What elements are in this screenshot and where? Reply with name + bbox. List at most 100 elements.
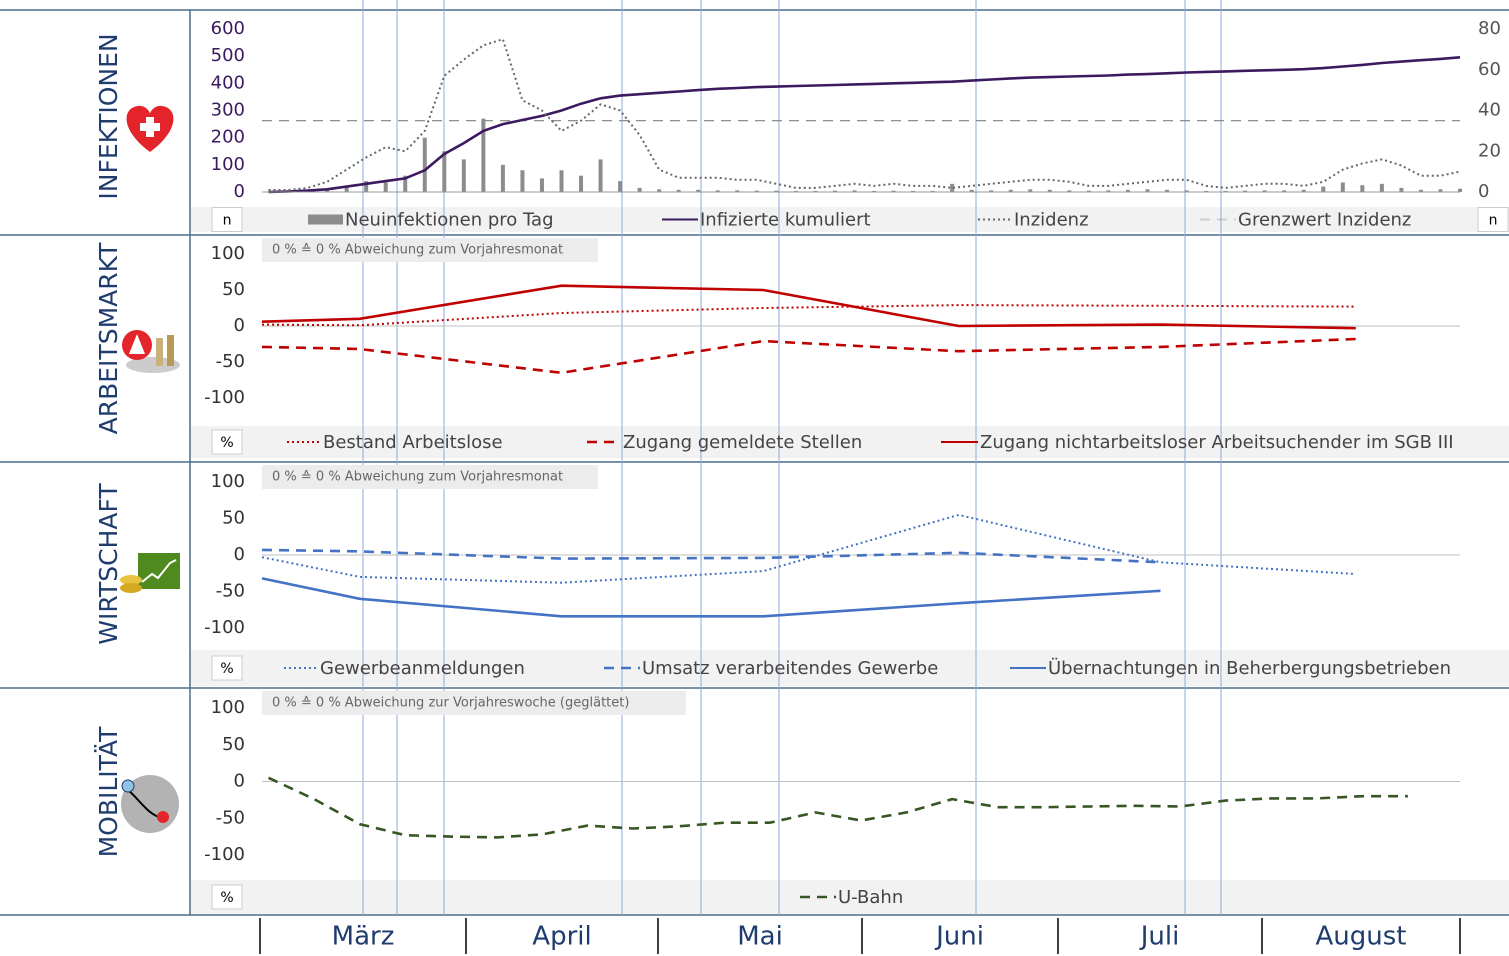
y-tick-label: -100 (204, 617, 245, 638)
legend-label: Neuinfektionen pro Tag (345, 210, 554, 231)
legend-label: Umsatz verarbeitendes Gewerbe (642, 658, 938, 679)
bar (1165, 189, 1170, 192)
bar (579, 175, 584, 192)
bar (325, 189, 330, 192)
y-tick-label: 50 (222, 734, 245, 755)
series-line (261, 577, 1161, 618)
bar (1360, 185, 1365, 192)
bar (1458, 188, 1462, 192)
legend-label: Inzidenz (1014, 210, 1089, 231)
note-box (262, 691, 686, 715)
unit-box (211, 655, 243, 681)
series-line (261, 304, 1356, 327)
legend-band (190, 650, 1509, 686)
unit-box (1477, 207, 1509, 232)
y-tick-label: 50 (222, 508, 245, 529)
bar (832, 190, 837, 192)
bar (696, 189, 701, 192)
unit-label: n (1489, 213, 1498, 229)
bar (344, 186, 349, 192)
bar (1125, 189, 1130, 192)
unit-label: % (220, 661, 233, 677)
bar (1106, 190, 1111, 192)
y-tick-label: -100 (204, 387, 245, 408)
y2-tick-label: 40 (1478, 100, 1501, 121)
y-tick-label: -50 (216, 807, 245, 828)
y-tick-label: 500 (211, 45, 245, 66)
bar (1145, 189, 1150, 192)
y-tick-label: 100 (211, 471, 245, 492)
series-line (261, 284, 1356, 330)
y-tick-label: -50 (216, 351, 245, 372)
bar (598, 159, 603, 192)
bar (813, 190, 818, 192)
y2-tick-label: 0 (1478, 181, 1489, 202)
legend-label: U-Bahn (838, 887, 903, 908)
legend-band (190, 426, 1509, 458)
bar (1067, 190, 1072, 192)
legend-band (190, 207, 1509, 232)
note: 0 % ≙ 0 % Abweichung zum Vorjahresmonat (272, 470, 563, 485)
month-label: Mai (737, 922, 783, 952)
bar (1047, 189, 1052, 192)
y-tick-label: 300 (211, 100, 245, 121)
unit-box (211, 884, 243, 910)
series-line (268, 37, 1461, 191)
bar (1262, 190, 1267, 192)
legend-label: Zugang nichtarbeitsloser Arbeitsuchender… (980, 432, 1454, 453)
legend-swatch (308, 214, 343, 225)
y2-tick-label: 60 (1478, 59, 1501, 80)
bar (559, 170, 564, 192)
panel-label: WIRTSCHAFT (94, 483, 123, 645)
bar (637, 187, 642, 192)
y-tick-label: 600 (211, 18, 245, 39)
y-tick-label: 0 (234, 544, 245, 565)
bar (1282, 190, 1287, 192)
bar (911, 190, 916, 192)
legend-label: Grenzwert Inzidenz (1238, 210, 1411, 231)
bar (481, 118, 486, 192)
bar (1223, 190, 1228, 192)
bar (1204, 190, 1209, 192)
bar (989, 190, 994, 192)
bar (442, 151, 447, 192)
y-tick-label: -100 (204, 844, 245, 865)
bar (774, 190, 779, 192)
bar (1438, 189, 1443, 192)
icon-mobilitaet (121, 775, 179, 833)
y-tick-label: 200 (211, 127, 245, 148)
unit-label: n (223, 213, 232, 229)
series-line (261, 548, 1161, 564)
bar (383, 182, 388, 192)
month-label: Juli (1139, 922, 1180, 952)
series-line (261, 337, 1356, 375)
bar (872, 190, 877, 192)
bar (520, 170, 525, 192)
bar (618, 181, 623, 192)
unit-label: % (220, 435, 233, 451)
note-box (262, 465, 598, 489)
icon-arbeitsagentur (122, 330, 180, 373)
bar (422, 137, 427, 192)
legend-label: Übernachtungen in Beherbergungsbetrieben (1048, 657, 1451, 679)
y2-tick-label: 20 (1478, 140, 1501, 161)
bar (754, 190, 759, 192)
month-label: März (332, 922, 395, 952)
bar (676, 189, 681, 192)
bar (891, 190, 896, 192)
panel-label: MOBILITÄT (94, 726, 123, 858)
y-tick-label: 100 (211, 154, 245, 175)
unit-box (211, 207, 243, 232)
bar (1008, 189, 1013, 192)
bar (852, 190, 857, 192)
bar (500, 164, 505, 192)
bar (403, 175, 408, 192)
bar (1028, 189, 1033, 192)
icon-wirtschaft (120, 553, 180, 593)
bar (539, 178, 544, 192)
y-tick-label: 0 (234, 771, 245, 792)
y2-tick-label: 80 (1478, 18, 1501, 39)
y-tick-label: 50 (222, 279, 245, 300)
note: 0 % ≙ 0 % Abweichung zum Vorjahresmonat (272, 243, 563, 258)
